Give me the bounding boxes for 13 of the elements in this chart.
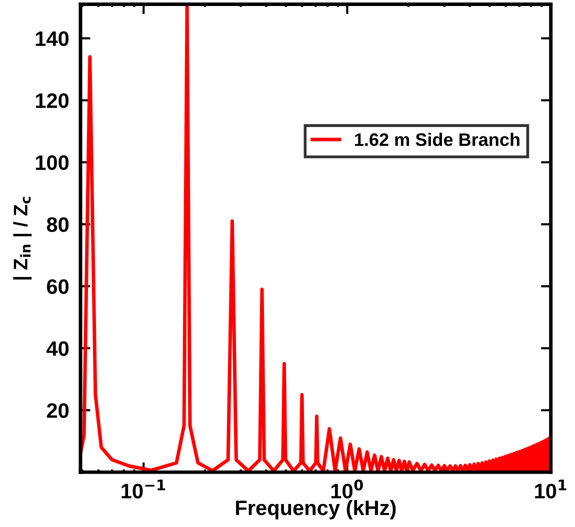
y-tick-label: 40 — [46, 341, 69, 356]
y-axis-title: | Z$_{in}$ | / Z$_{c}$ — [13, 196, 32, 280]
y-tick-label: 120 — [36, 93, 69, 108]
x-tick-label: 10$^{1}$ — [535, 480, 566, 498]
x-tick-label: 10$^{0}$ — [331, 479, 363, 498]
legend-label: 1.62 m Side Branch — [355, 132, 520, 146]
y-tick-label: 80 — [46, 217, 69, 232]
x-tick-label: 10$^{−1}$ — [122, 480, 166, 498]
y-tick-label: 60 — [46, 279, 69, 294]
x-axis-title: Frequency (kHz) — [236, 500, 396, 520]
y-tick-label: 100 — [36, 155, 69, 170]
y-tick-label: 20 — [46, 403, 69, 418]
y-tick-label: 140 — [36, 31, 69, 46]
